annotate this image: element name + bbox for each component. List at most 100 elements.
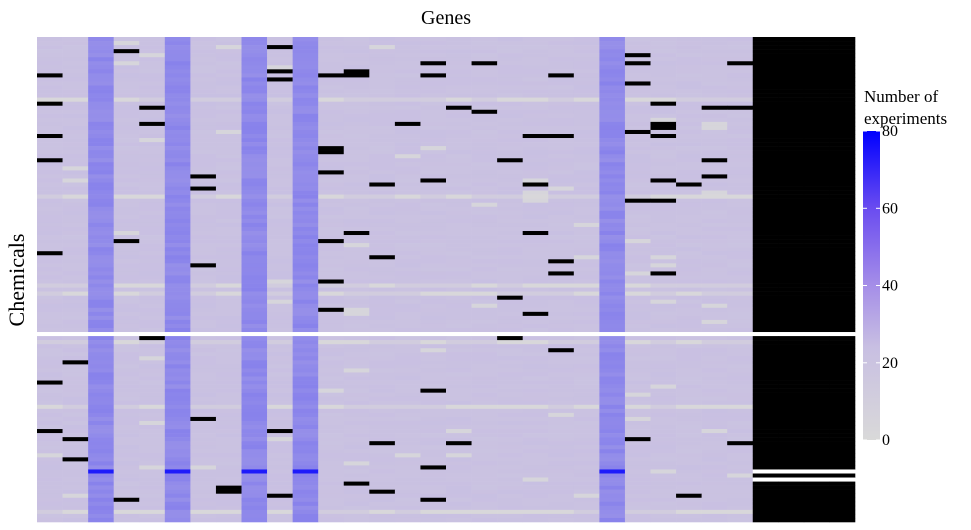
heatmap-cell [803,81,830,86]
heatmap-cell [369,206,396,212]
heatmap-cell [829,311,856,317]
heatmap-cell [37,384,63,389]
heatmap-cell [113,45,140,50]
heatmap-cell [113,481,140,486]
heatmap-cell [292,154,319,159]
heatmap-cell [471,218,498,224]
heatmap-cell [471,315,498,321]
heatmap-cell [522,295,549,301]
heatmap-cell [701,206,728,212]
heatmap-cell [62,263,89,268]
heatmap-cell [676,360,702,365]
heatmap-cell [215,501,242,507]
heatmap-cell [37,231,63,236]
heatmap-cell [394,218,421,224]
heatmap-cell [497,243,523,248]
heatmap-cell [88,182,114,187]
heatmap-cell [676,170,702,175]
heatmap-cell [369,117,396,123]
heatmap-cell [420,392,447,398]
heatmap-cell [369,336,396,341]
heatmap-cell [394,97,421,102]
heatmap-cell [37,170,63,175]
heatmap-cell [215,489,242,495]
heatmap-cell [497,81,523,86]
heatmap-cell [471,372,498,377]
heatmap-cell [343,37,370,42]
heatmap-cell [471,255,498,260]
heatmap-cell [548,134,575,139]
heatmap-cell [548,231,575,236]
heatmap-cell [599,170,626,175]
heatmap-cell [701,53,728,58]
heatmap-cell [497,311,523,317]
heatmap-cell [62,45,89,50]
heatmap-cell [471,344,498,349]
heatmap-cell [113,57,140,62]
heatmap-cell [599,259,626,264]
heatmap-cell [241,384,268,389]
heatmap-cell [215,473,242,478]
heatmap-cell [88,186,114,191]
heatmap-cell [292,218,319,224]
heatmap-cell [267,37,293,42]
heatmap-cell [420,255,447,260]
heatmap-cell [522,194,549,199]
heatmap-cell [522,174,549,179]
heatmap-cell [88,214,114,220]
heatmap-cell [752,457,779,462]
heatmap-cell [88,420,114,426]
heatmap-cell [548,473,575,478]
heatmap-cell [88,105,114,111]
heatmap-cell [548,146,575,151]
heatmap-cell [829,267,856,272]
heatmap-cell [778,340,805,345]
heatmap-cell [497,457,523,462]
heatmap-cell [803,453,830,458]
heatmap-cell [139,396,166,402]
heatmap-cell [139,425,166,430]
heatmap-cell [139,287,166,292]
heatmap-cell [164,433,191,438]
heatmap-cell [778,408,805,414]
heatmap-cell [624,340,651,345]
heatmap-cell [267,352,293,357]
heatmap-cell [650,255,677,260]
heatmap-cell [113,37,140,42]
heatmap-cell [420,323,447,329]
heatmap-cell [573,263,600,268]
heatmap-cell [394,408,421,414]
heatmap-cell [497,170,523,175]
heatmap-cell [752,73,779,78]
heatmap-cell [62,360,89,365]
heatmap-cell [343,348,370,353]
heatmap-cell [701,433,728,438]
heatmap-cell [420,186,447,191]
heatmap-cell [139,453,166,458]
heatmap-cell [778,243,805,248]
heatmap-cell [318,214,345,220]
heatmap-cell [318,315,345,321]
heatmap-cell [752,194,779,199]
heatmap-cell [624,49,651,54]
heatmap-cell [420,190,447,195]
heatmap-cell [829,101,856,107]
heatmap-cell [37,433,63,438]
heatmap-cell [471,239,498,244]
heatmap-cell [292,255,319,260]
heatmap-cell [164,61,191,66]
heatmap-cell [778,453,805,458]
heatmap-cell [522,441,549,446]
heatmap-cell [829,315,856,321]
heatmap-cell [113,271,140,276]
heatmap-cell [343,214,370,220]
heatmap-cell [37,154,63,159]
heatmap-cell [267,210,293,216]
heatmap-cell [343,89,370,94]
heatmap-cell [394,138,421,143]
heatmap-cell [267,473,293,478]
heatmap-cell [676,412,702,418]
heatmap-cell [701,307,728,313]
heatmap-cell [599,449,626,454]
heatmap-cell [624,186,651,191]
